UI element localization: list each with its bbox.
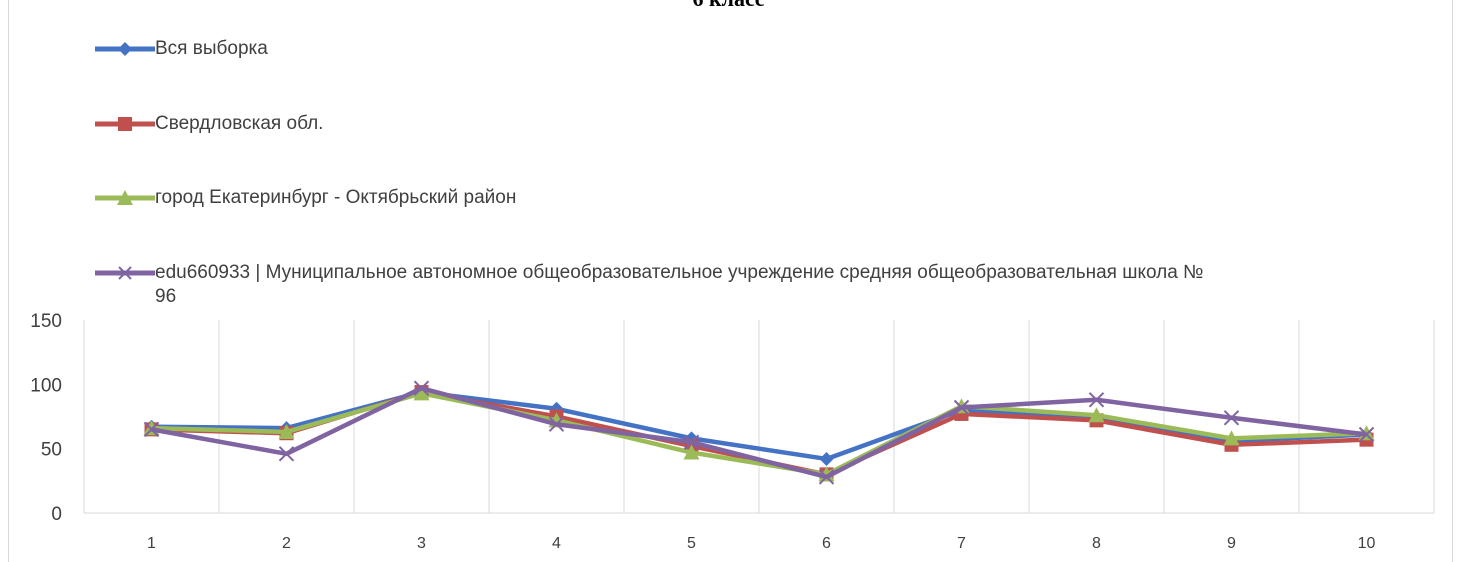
data-point-series-4 [683,434,700,450]
series-line-3 [151,391,1367,477]
legend-marker-square-icon [95,117,155,131]
legend-marker-diamond-icon [95,42,155,56]
data-point-series-3 [1223,430,1240,446]
legend-label: Вся выборка [155,38,268,59]
data-point-series-4 [818,469,835,485]
data-point-series-4 [1223,410,1240,426]
x-tick-label: 3 [417,535,426,552]
legend-label: город Екатеринбург - Октябрьский район [155,187,517,208]
legend-item-sverdlovsk: Свердловская обл. [95,112,323,136]
legend-item-school-96: edu660933 | Муниципальное автономное общ… [95,261,1203,285]
x-tick-label: 2 [282,535,291,552]
x-tick-label: 7 [957,535,966,552]
data-point-series-4 [953,399,970,416]
x-tick-label: 5 [687,535,696,552]
y-tick-label: 150 [30,311,62,332]
data-point-series-1 [819,451,834,466]
data-point-series-4 [548,416,565,432]
data-point-series-3 [1088,407,1105,423]
chart-frame [8,0,1453,562]
legend-marker-triangle-icon [95,190,155,205]
legend-marker-x-icon [95,266,155,280]
y-tick-label: 100 [30,375,62,396]
data-point-series-3 [683,444,700,460]
y-tick-label: 0 [51,504,62,525]
series-line-1 [151,389,1367,462]
x-tick-label: 8 [1092,535,1101,552]
legend-label-continuation: 96 [155,286,177,307]
data-point-series-4 [1358,426,1375,443]
x-tick-label: 4 [552,535,561,552]
legend-item-ekaterinburg: город Екатеринбург - Октябрьский район [95,186,516,210]
legend-label: Свердловская обл. [155,113,324,134]
data-point-series-4 [413,380,430,396]
chart-title: 6 класс [0,0,1457,12]
y-tick-label: 50 [41,440,62,461]
series-line-4 [151,385,1367,480]
data-point-series-3 [413,385,430,401]
x-tick-label: 9 [1227,535,1236,552]
data-point-series-4 [143,421,160,438]
data-point-series-3 [278,423,295,439]
data-point-series-4 [278,446,295,462]
x-tick-label: 6 [822,535,831,552]
legend-label: edu660933 | Муниципальное автономное общ… [155,262,1204,283]
data-point-series-4 [1088,392,1105,408]
x-tick-label: 10 [1358,535,1376,552]
legend-item-all-sample: Вся выборка [95,37,268,61]
x-tick-label: 1 [147,535,156,552]
